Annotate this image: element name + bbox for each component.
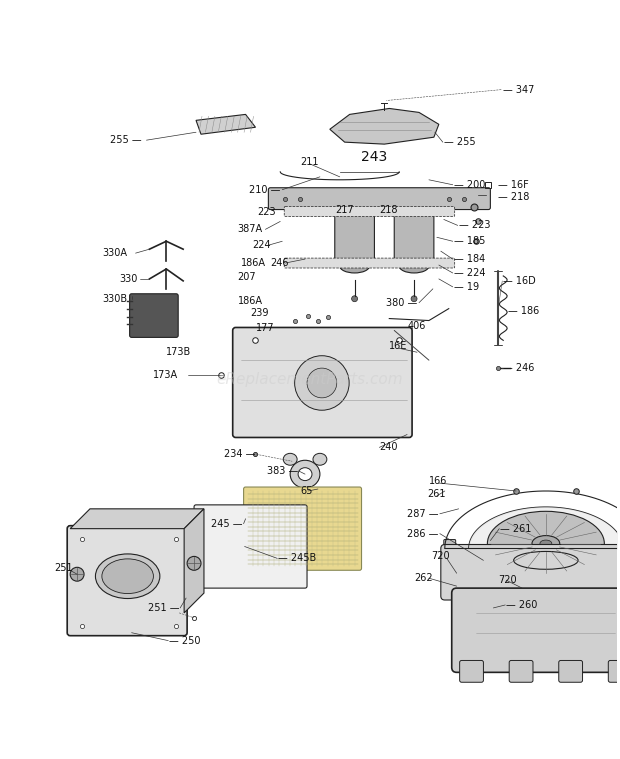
Text: 186A: 186A — [237, 296, 263, 306]
FancyBboxPatch shape — [335, 207, 374, 261]
Ellipse shape — [399, 259, 429, 273]
Ellipse shape — [70, 567, 84, 581]
Ellipse shape — [487, 512, 604, 576]
Text: 239: 239 — [250, 307, 269, 317]
Ellipse shape — [294, 356, 349, 410]
Text: 287 —: 287 — — [407, 509, 439, 519]
Polygon shape — [70, 509, 204, 529]
Text: 380 —: 380 — — [386, 298, 417, 307]
Text: — 185: — 185 — [454, 236, 485, 246]
FancyBboxPatch shape — [608, 660, 620, 682]
Text: eReplacementParts.com: eReplacementParts.com — [216, 373, 404, 388]
Ellipse shape — [313, 453, 327, 465]
Text: — 255: — 255 — [444, 137, 476, 147]
Ellipse shape — [307, 368, 337, 398]
Text: 186A: 186A — [241, 258, 265, 268]
FancyBboxPatch shape — [452, 588, 620, 672]
Text: 211: 211 — [300, 157, 319, 167]
Text: 720: 720 — [498, 575, 517, 585]
Ellipse shape — [283, 453, 297, 465]
Text: 245 —: 245 — — [211, 518, 242, 529]
Text: 240: 240 — [379, 442, 398, 452]
Text: — 223: — 223 — [459, 220, 490, 231]
Text: 261: 261 — [427, 489, 445, 499]
Text: 234 —: 234 — — [224, 449, 255, 459]
FancyBboxPatch shape — [509, 660, 533, 682]
FancyBboxPatch shape — [394, 207, 434, 261]
FancyBboxPatch shape — [244, 487, 361, 570]
Text: 173A: 173A — [153, 370, 179, 380]
FancyBboxPatch shape — [284, 206, 454, 216]
Ellipse shape — [298, 468, 312, 480]
Text: 173B: 173B — [166, 348, 192, 357]
FancyBboxPatch shape — [232, 327, 412, 437]
Text: 251 —: 251 — — [148, 603, 179, 613]
Ellipse shape — [290, 460, 320, 488]
Text: 218: 218 — [379, 204, 398, 215]
Ellipse shape — [95, 554, 160, 599]
Text: 243: 243 — [361, 150, 388, 164]
FancyBboxPatch shape — [441, 544, 620, 600]
Text: 406: 406 — [407, 322, 425, 332]
Text: — 19: — 19 — [454, 282, 479, 292]
Ellipse shape — [187, 556, 201, 570]
Text: 177: 177 — [255, 323, 274, 333]
Text: 207: 207 — [237, 272, 256, 282]
Text: — 347: — 347 — [503, 84, 534, 95]
Text: 16E: 16E — [389, 342, 408, 351]
Polygon shape — [330, 109, 439, 144]
Text: 255 —: 255 — — [110, 135, 141, 145]
Text: 286 —: 286 — — [407, 528, 439, 539]
Text: — 261: — 261 — [500, 524, 532, 534]
Text: — 260: — 260 — [506, 600, 538, 610]
FancyBboxPatch shape — [194, 505, 307, 588]
Text: 223: 223 — [257, 206, 276, 216]
Polygon shape — [196, 115, 255, 134]
Text: 330: 330 — [120, 274, 138, 284]
Text: — 186: — 186 — [508, 306, 539, 316]
FancyBboxPatch shape — [559, 660, 583, 682]
Text: 246: 246 — [270, 258, 289, 268]
Text: 262: 262 — [414, 573, 433, 583]
Text: 210 —: 210 — — [249, 184, 280, 195]
Text: — 224: — 224 — [454, 268, 485, 278]
Ellipse shape — [102, 559, 153, 594]
Text: — 184: — 184 — [454, 254, 485, 264]
FancyBboxPatch shape — [284, 258, 454, 268]
Text: — 246: — 246 — [503, 363, 534, 373]
Text: 330B: 330B — [102, 294, 127, 304]
Text: 387A: 387A — [237, 225, 263, 235]
Ellipse shape — [540, 540, 552, 547]
Text: — 245B: — 245B — [278, 553, 317, 563]
Ellipse shape — [340, 259, 370, 273]
Polygon shape — [184, 509, 204, 613]
FancyBboxPatch shape — [130, 294, 178, 338]
FancyBboxPatch shape — [459, 660, 484, 682]
Text: 251: 251 — [55, 563, 73, 573]
Text: 720: 720 — [431, 551, 450, 562]
FancyBboxPatch shape — [444, 540, 456, 557]
Ellipse shape — [532, 536, 560, 552]
Text: — 16F: — 16F — [498, 180, 529, 190]
Ellipse shape — [352, 296, 358, 302]
FancyBboxPatch shape — [268, 187, 490, 209]
Text: 330A: 330A — [102, 248, 127, 258]
Text: 217: 217 — [335, 204, 353, 215]
Text: — 250: — 250 — [169, 635, 201, 646]
Text: 166: 166 — [429, 476, 447, 486]
Text: 383 —: 383 — — [267, 466, 298, 476]
Text: — 16D: — 16D — [503, 276, 536, 286]
Text: 224: 224 — [252, 240, 271, 250]
Text: — 218: — 218 — [498, 192, 529, 202]
FancyBboxPatch shape — [67, 526, 187, 636]
Text: 65: 65 — [300, 486, 312, 496]
Ellipse shape — [411, 296, 417, 302]
Text: — 200: — 200 — [454, 180, 485, 190]
